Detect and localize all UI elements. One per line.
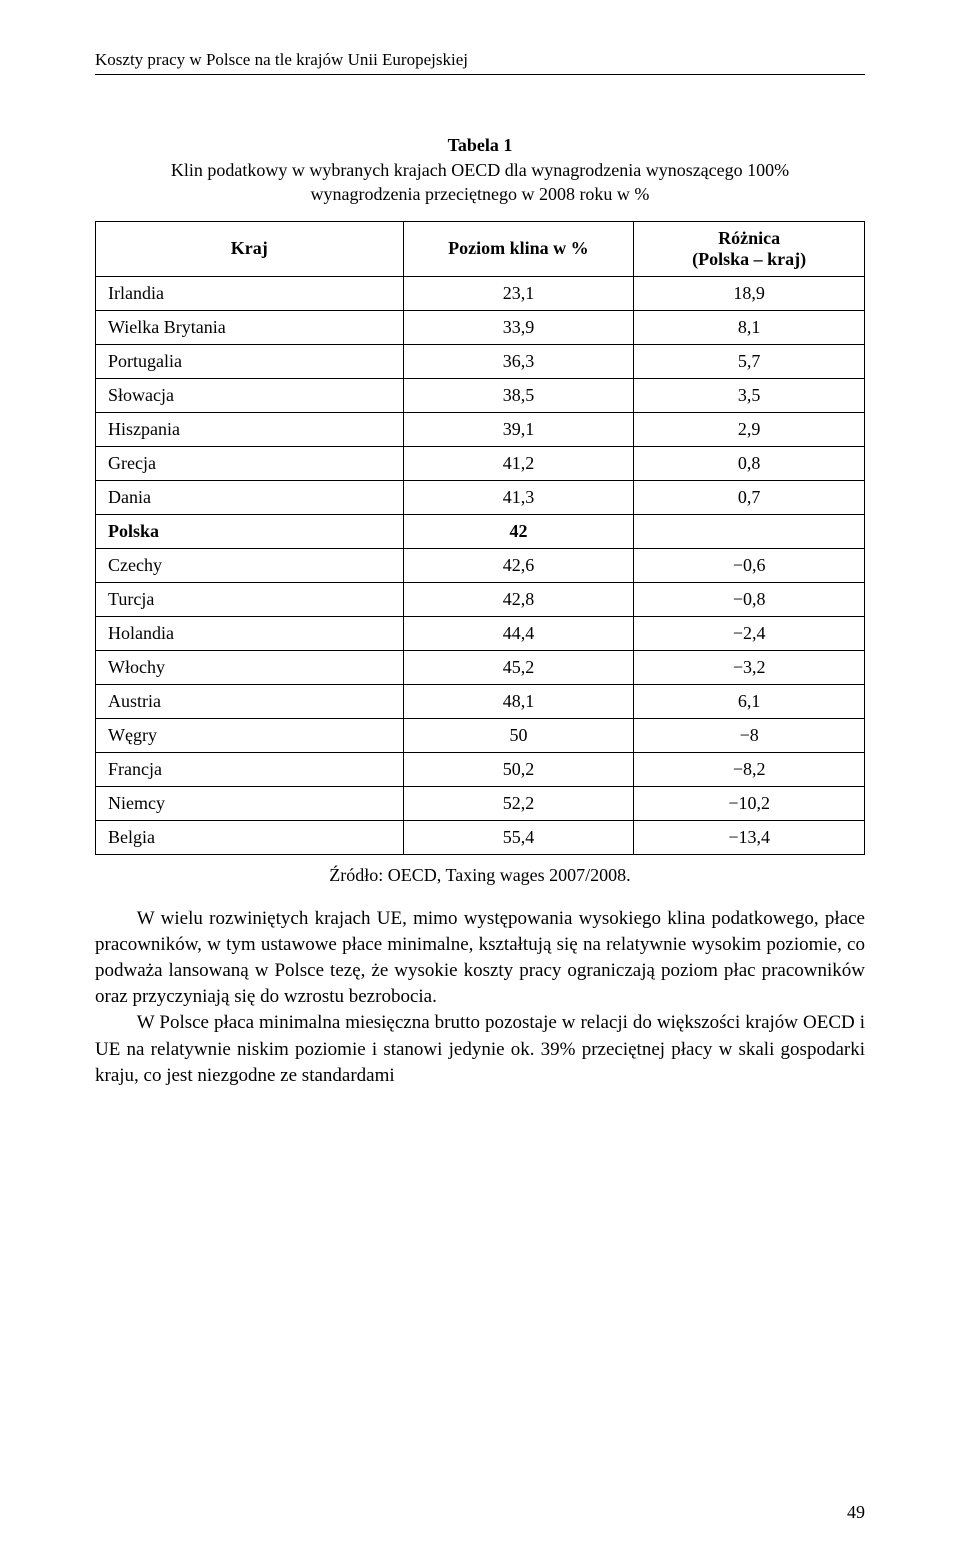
cell-roznica: −10,2: [634, 786, 865, 820]
table-row: Węgry50−8: [96, 718, 865, 752]
cell-poziom: 23,1: [403, 276, 634, 310]
cell-country: Polska: [96, 514, 404, 548]
cell-country: Francja: [96, 752, 404, 786]
table-row: Wielka Brytania33,98,1: [96, 310, 865, 344]
table-row: Hiszpania39,12,9: [96, 412, 865, 446]
head-rule: [95, 74, 865, 75]
cell-poziom: 42,6: [403, 548, 634, 582]
cell-roznica: 0,7: [634, 480, 865, 514]
table-header-row: Kraj Poziom klina w % Różnica(Polska – k…: [96, 221, 865, 276]
cell-country: Włochy: [96, 650, 404, 684]
cell-poziom: 42: [403, 514, 634, 548]
cell-country: Wielka Brytania: [96, 310, 404, 344]
table-row: Czechy42,6−0,6: [96, 548, 865, 582]
cell-poziom: 42,8: [403, 582, 634, 616]
table-row: Austria48,16,1: [96, 684, 865, 718]
cell-country: Niemcy: [96, 786, 404, 820]
table-source: Źródło: OECD, Taxing wages 2007/2008.: [95, 865, 865, 886]
table-row: Holandia44,4−2,4: [96, 616, 865, 650]
cell-roznica: 18,9: [634, 276, 865, 310]
cell-country: Dania: [96, 480, 404, 514]
table-row: Francja50,2−8,2: [96, 752, 865, 786]
cell-poziom: 45,2: [403, 650, 634, 684]
cell-roznica: 5,7: [634, 344, 865, 378]
table-row: Polska42: [96, 514, 865, 548]
cell-roznica: 6,1: [634, 684, 865, 718]
cell-country: Austria: [96, 684, 404, 718]
table-row: Niemcy52,2−10,2: [96, 786, 865, 820]
cell-country: Holandia: [96, 616, 404, 650]
cell-country: Portugalia: [96, 344, 404, 378]
table-row: Dania41,30,7: [96, 480, 865, 514]
body-paragraph: W wielu rozwiniętych krajach UE, mimo wy…: [95, 906, 865, 1011]
table-row: Belgia55,4−13,4: [96, 820, 865, 854]
cell-roznica: −3,2: [634, 650, 865, 684]
cell-country: Węgry: [96, 718, 404, 752]
cell-poziom: 41,3: [403, 480, 634, 514]
cell-country: Belgia: [96, 820, 404, 854]
cell-roznica: −13,4: [634, 820, 865, 854]
cell-country: Turcja: [96, 582, 404, 616]
page: Koszty pracy w Polsce na tle krajów Unii…: [0, 0, 960, 1559]
cell-country: Czechy: [96, 548, 404, 582]
data-table: Kraj Poziom klina w % Różnica(Polska – k…: [95, 221, 865, 855]
cell-roznica: −2,4: [634, 616, 865, 650]
table-row: Irlandia23,118,9: [96, 276, 865, 310]
cell-poziom: 33,9: [403, 310, 634, 344]
cell-poziom: 36,3: [403, 344, 634, 378]
cell-poziom: 48,1: [403, 684, 634, 718]
table-row: Turcja42,8−0,8: [96, 582, 865, 616]
table-row: Grecja41,20,8: [96, 446, 865, 480]
cell-poziom: 52,2: [403, 786, 634, 820]
cell-roznica: −0,6: [634, 548, 865, 582]
table-body: Irlandia23,118,9Wielka Brytania33,98,1Po…: [96, 276, 865, 854]
cell-poziom: 38,5: [403, 378, 634, 412]
cell-roznica: 2,9: [634, 412, 865, 446]
cell-country: Irlandia: [96, 276, 404, 310]
cell-country: Hiszpania: [96, 412, 404, 446]
cell-roznica: 0,8: [634, 446, 865, 480]
body-paragraph: W Polsce płaca minimalna miesięczna brut…: [95, 1010, 865, 1089]
cell-roznica: 8,1: [634, 310, 865, 344]
cell-poziom: 55,4: [403, 820, 634, 854]
cell-roznica: −0,8: [634, 582, 865, 616]
col-header-poziom: Poziom klina w %: [403, 221, 634, 276]
cell-country: Słowacja: [96, 378, 404, 412]
table-row: Włochy45,2−3,2: [96, 650, 865, 684]
col-header-roznica: Różnica(Polska – kraj): [634, 221, 865, 276]
cell-poziom: 39,1: [403, 412, 634, 446]
table-caption: Klin podatkowy w wybranych krajach OECD …: [120, 158, 840, 207]
table-row: Portugalia36,35,7: [96, 344, 865, 378]
page-number: 49: [847, 1502, 865, 1523]
cell-poziom: 50: [403, 718, 634, 752]
running-head: Koszty pracy w Polsce na tle krajów Unii…: [95, 50, 865, 70]
cell-roznica: −8,2: [634, 752, 865, 786]
cell-roznica: −8: [634, 718, 865, 752]
table-row: Słowacja38,53,5: [96, 378, 865, 412]
cell-poziom: 50,2: [403, 752, 634, 786]
col-header-kraj: Kraj: [96, 221, 404, 276]
cell-country: Grecja: [96, 446, 404, 480]
cell-poziom: 41,2: [403, 446, 634, 480]
table-head: Kraj Poziom klina w % Różnica(Polska – k…: [96, 221, 865, 276]
table-label: Tabela 1: [95, 135, 865, 156]
cell-roznica: 3,5: [634, 378, 865, 412]
cell-poziom: 44,4: [403, 616, 634, 650]
cell-roznica: [634, 514, 865, 548]
